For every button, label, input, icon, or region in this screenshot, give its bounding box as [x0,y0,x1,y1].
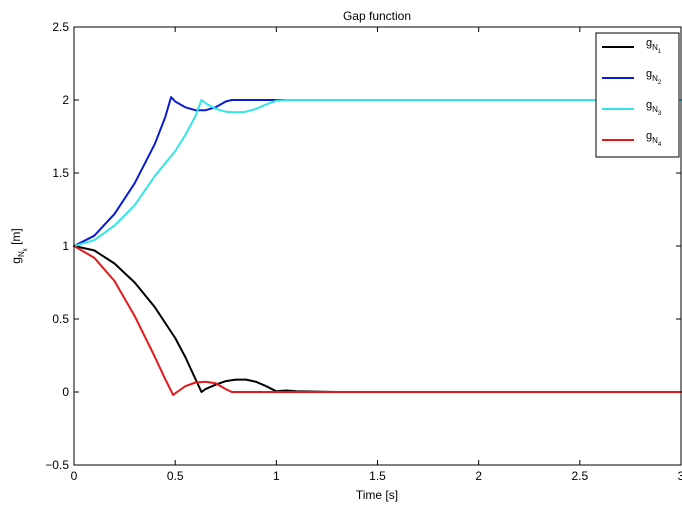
legend-box [595,32,680,158]
y-tick-label: 1.5 [52,166,69,180]
y-tick-label: 1 [62,239,69,253]
y-axis-label: gNk [m] [9,228,29,263]
series-line-gN3 [73,99,682,247]
axis-ticks: 0 0.5 1 1.5 2 2.5 3−0.500.511.522.5 [45,20,682,483]
y-axis-label-unit: [m] [9,228,23,248]
x-tick-label: 0.5 [167,469,184,483]
y-tick-label: −0.5 [45,458,69,472]
y-tick-label: 2 [62,93,69,107]
y-axis-label-sub1: N [17,251,26,257]
legend-label-sub2: 4 [658,142,662,148]
plot-frame [73,26,682,466]
legend-label-base: g [646,130,652,142]
x-tick-label: 1.5 [369,469,386,483]
legend-label-base: g [646,99,652,111]
x-tick-label: 0 [71,469,78,483]
y-tick-label: 2.5 [52,20,69,34]
x-tick-label: 2 [475,469,482,483]
x-tick-label: 3 [678,469,682,483]
x-tick-label: 1 [273,469,280,483]
legend-label-sub1: N [652,74,658,83]
y-axis-label-base: g [9,257,23,264]
legend-label-sub2: 2 [658,80,662,86]
legend-label-sub1: N [652,105,658,114]
legend-label: gN4 [646,130,662,148]
plot-background [74,27,681,465]
legend-label: gN1 [646,37,662,55]
y-tick-label: 0.5 [52,312,69,326]
legend-label-base: g [646,68,652,80]
series-line-gN4 [73,245,682,396]
x-tick-label: 2.5 [571,469,588,483]
legend-label-sub2: 3 [658,111,662,117]
legend-label: gN3 [646,99,662,117]
legend-label-sub1: N [652,136,658,145]
legend-label: gN2 [646,68,662,86]
series-lines [73,96,682,396]
chart-title: Gap function [343,9,411,23]
legend-label-sub1: N [652,43,658,52]
x-axis-label: Time [s] [356,488,398,502]
legend-label-base: g [646,37,652,49]
y-tick-label: 0 [62,385,69,399]
legend-label-sub2: 1 [658,49,662,55]
y-axis-label-sub2: k [23,247,29,251]
